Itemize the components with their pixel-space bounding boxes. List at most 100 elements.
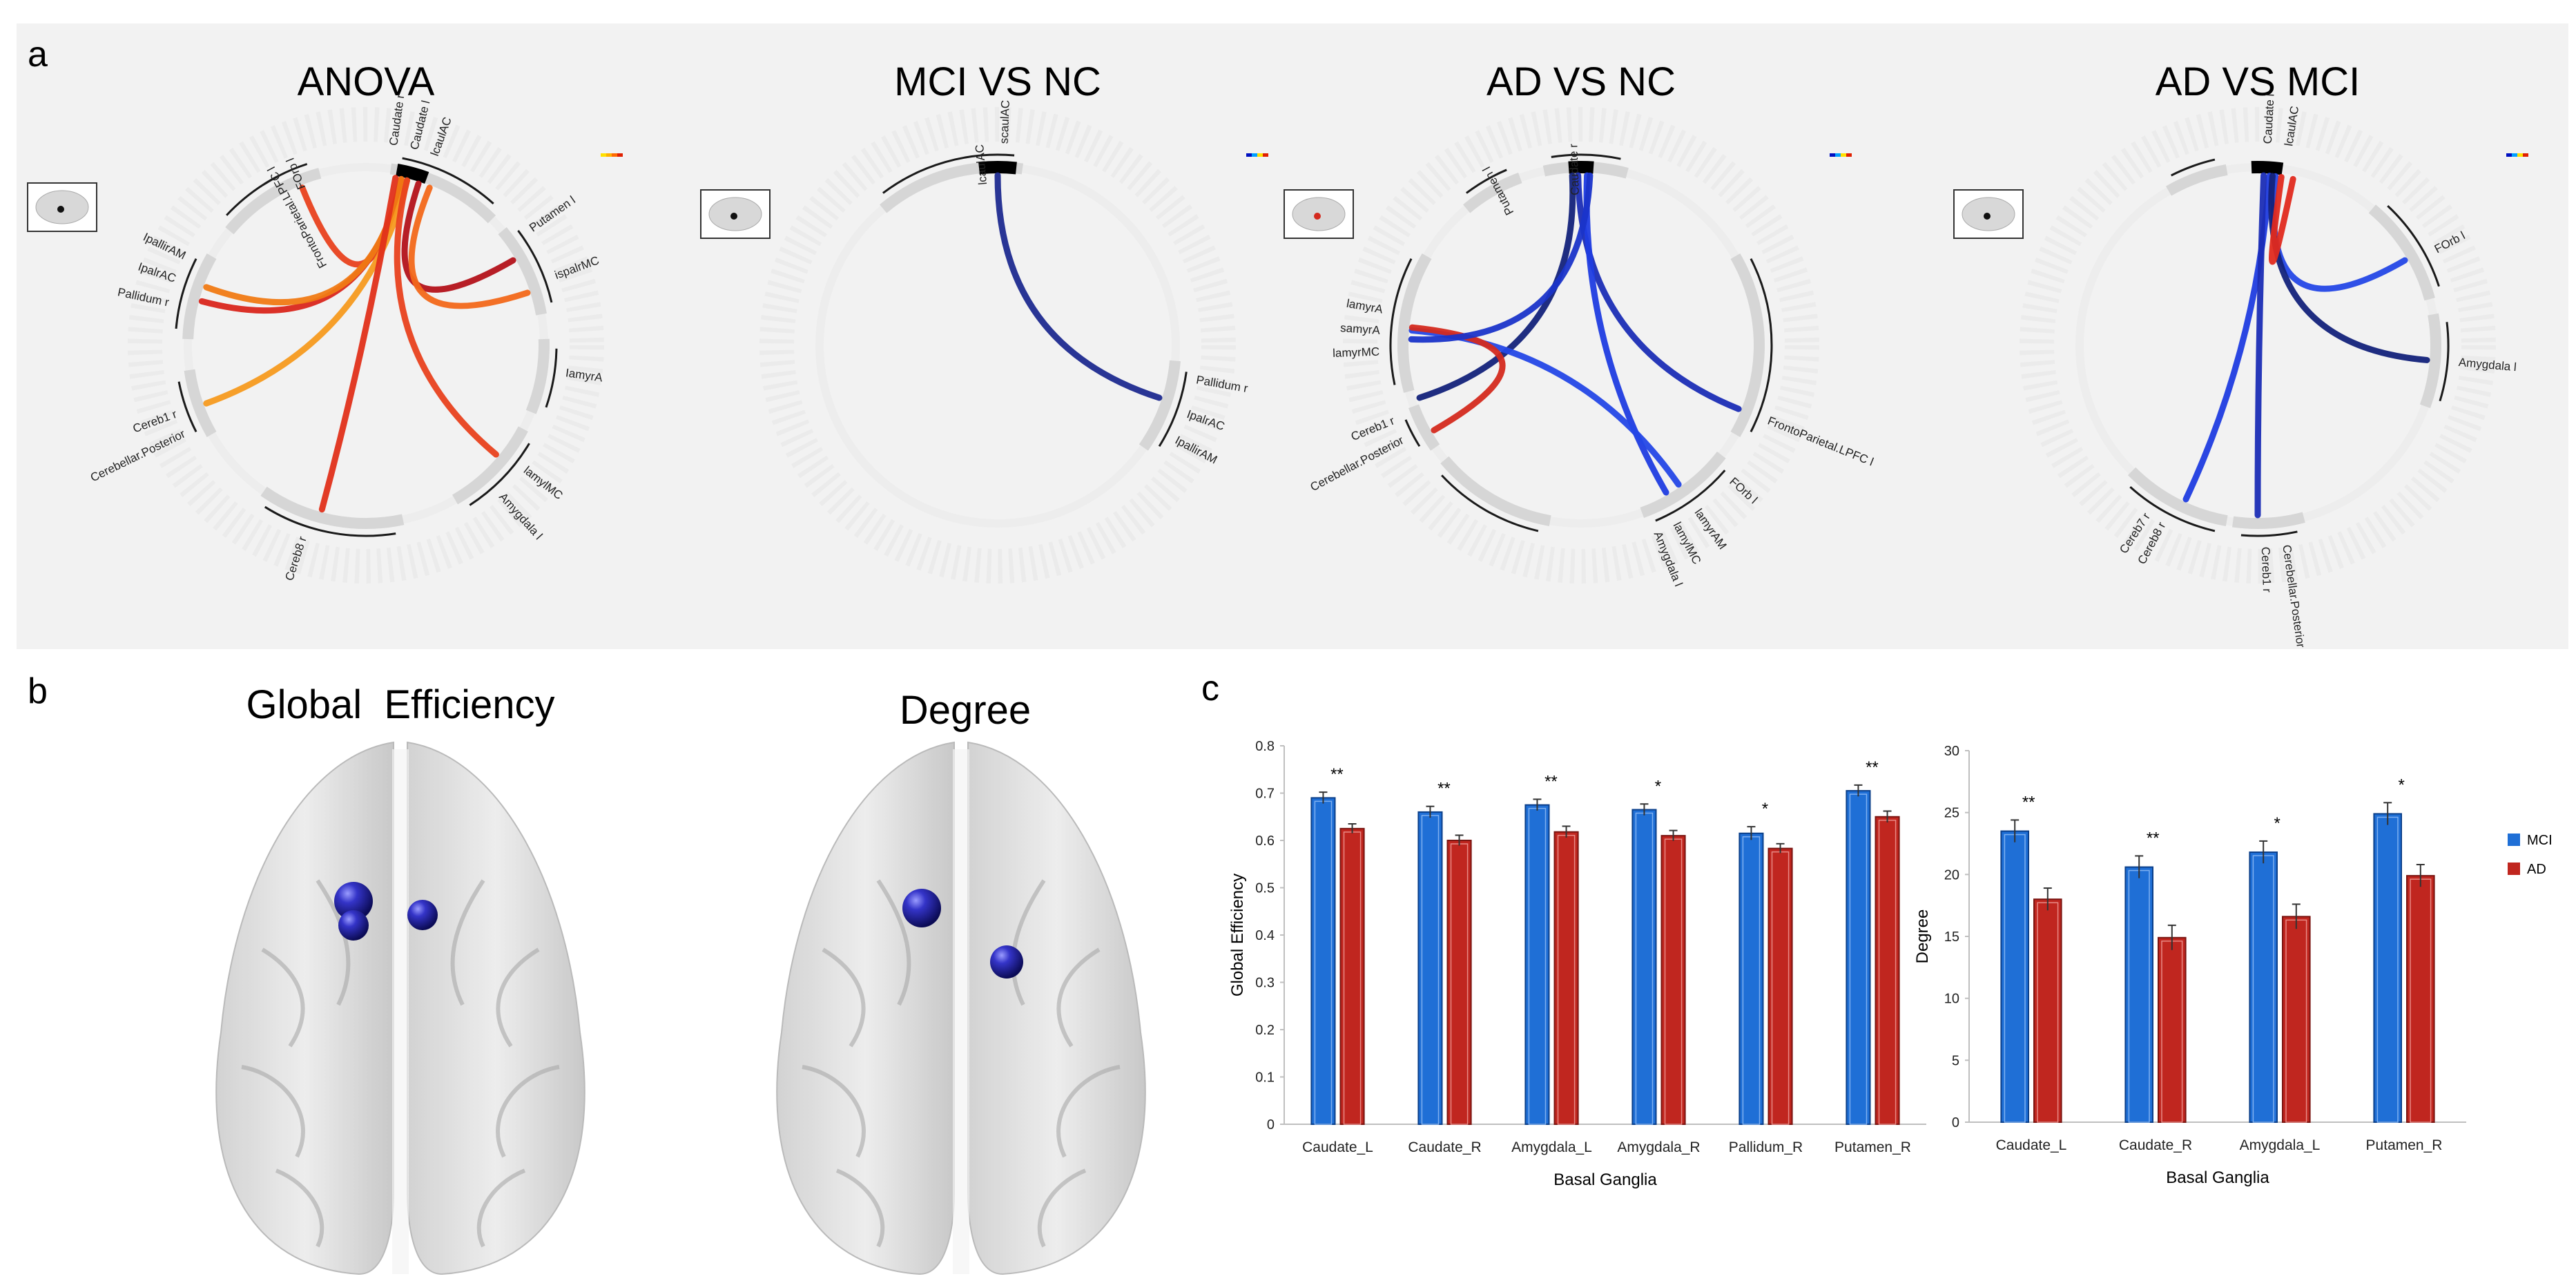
circos-bracket <box>1441 474 1539 532</box>
circos-ghost-ring <box>128 107 604 584</box>
y-tick-label: 0.5 <box>1255 881 1275 896</box>
brain-midline <box>392 749 409 1274</box>
significance-marker: * <box>2399 776 2405 794</box>
x-tick-label: Pallidum_R <box>1729 1139 1803 1155</box>
x-tick-label: Amygdala_L <box>1511 1139 1592 1155</box>
brain-thumbnail-dot <box>1984 213 1991 220</box>
significance-marker: ** <box>1330 765 1344 784</box>
circos-bracket <box>1158 372 1188 447</box>
circos-link <box>318 175 399 513</box>
circos-node-label: scaulAC <box>998 100 1012 144</box>
circos-ring-segment <box>1640 451 1726 518</box>
x-tick-label: Caudate_R <box>2119 1137 2192 1153</box>
circos-link <box>2254 172 2267 519</box>
significance-marker: ** <box>1866 758 1879 777</box>
circos-bracket <box>175 258 197 329</box>
circos-ring-segment <box>2231 512 2305 529</box>
y-tick-label: 5 <box>1952 1053 1959 1068</box>
significance-marker: ** <box>2147 829 2160 847</box>
y-tick-label: 0.1 <box>1255 1070 1275 1086</box>
panel-a-label: a <box>28 35 48 75</box>
significance-marker: * <box>1655 777 1661 796</box>
circos-bracket <box>882 153 1015 194</box>
brain-thumbnail-dot <box>1314 213 1321 220</box>
circos-ring-segment <box>452 426 528 505</box>
legend-swatch <box>2508 863 2520 875</box>
circos-ring-segment <box>225 178 293 235</box>
circos-bracket <box>2129 485 2216 532</box>
y-tick-label: 0 <box>1267 1117 1275 1133</box>
x-tick-label: Caudate_R <box>1408 1139 1481 1155</box>
brain-node-sphere <box>902 889 941 927</box>
circos-bracket <box>545 348 558 408</box>
brain-render-global-efficiency <box>215 741 585 1275</box>
significance-marker: ** <box>2022 793 2035 811</box>
circos-ring-segment <box>184 369 217 437</box>
circos-link <box>1408 324 1506 434</box>
brain-fold <box>496 1065 560 1158</box>
circos-bracket <box>517 229 553 303</box>
colorbar-swatch <box>1246 153 1252 157</box>
colorbar-swatch <box>612 153 617 157</box>
circos-node-label: Cereb1 r <box>2259 546 2274 593</box>
circos-node-label: samyrA <box>1340 321 1381 337</box>
colorbar-swatch <box>2517 153 2523 157</box>
bar-mci <box>2373 813 2402 1123</box>
circos-node-label: lamyrMC <box>1333 345 1380 360</box>
colorbar-swatch <box>606 153 612 157</box>
y-tick-label: 0 <box>1952 1115 1959 1130</box>
y-tick-label: 0.4 <box>1255 928 1275 943</box>
y-axis-label: Degree <box>1913 909 1932 964</box>
circos-bracket <box>2240 530 2298 537</box>
circos-ring-segment <box>260 486 405 529</box>
bar-mci <box>2249 851 2278 1123</box>
y-tick-label: 15 <box>1944 930 1959 945</box>
bar-ad <box>2282 916 2311 1123</box>
significance-marker: * <box>1762 800 1768 818</box>
circos-link <box>994 172 1163 401</box>
y-axis-label: Global Efficiency <box>1228 874 1247 996</box>
bar-ad <box>2406 875 2435 1124</box>
circos-ghost-ring <box>759 107 1236 584</box>
significance-marker: ** <box>1437 780 1451 798</box>
circos-bracket <box>177 381 197 432</box>
brain-fold <box>1056 1065 1121 1158</box>
x-axis-label: Basal Ganglia <box>2166 1168 2269 1187</box>
brain-fold <box>261 947 305 1048</box>
y-tick-label: 20 <box>1944 867 1959 883</box>
legend-label: MCI <box>2527 833 2553 848</box>
circos-ring-segment <box>1730 253 1765 437</box>
bar-chart-global-efficiency: 0 0.1 0.2 0.3 0.4 0.5 0.6 0.7 0.8 Global Efficien… <box>1228 739 1926 1189</box>
circos-bracket <box>264 505 396 537</box>
y-tick-label: 0.8 <box>1255 739 1275 754</box>
significance-marker: ** <box>1544 772 1558 791</box>
circos-bracket <box>2171 158 2216 177</box>
brain-fold <box>241 1065 305 1158</box>
circos-ring-segment <box>182 253 217 340</box>
circos-title: ANOVA <box>298 59 435 104</box>
circos-link <box>1416 172 1576 401</box>
circos-title: AD VS NC <box>1486 59 1676 104</box>
circos-ring-segment <box>1139 360 1181 451</box>
y-tick-label: 25 <box>1944 806 1959 821</box>
circos-ring-segment <box>525 338 550 414</box>
brain-left-hemisphere <box>776 741 955 1275</box>
circos-ring-segment <box>1397 253 1432 393</box>
brain-node-sphere <box>990 945 1023 979</box>
brain-right-hemisphere <box>967 741 1146 1275</box>
circos-bracket <box>1465 168 1507 194</box>
circos-link <box>203 177 411 407</box>
bar-ad <box>2158 936 2187 1123</box>
circos-link <box>2268 173 2430 363</box>
colorbar-swatch <box>1257 153 1263 157</box>
circos-bracket <box>1750 258 1773 432</box>
colorbar-swatch <box>601 153 606 157</box>
circos-node-label: Caudate l <box>2261 93 2277 144</box>
brain-fold <box>275 1168 325 1248</box>
bar-ad <box>2033 898 2062 1123</box>
circos-link <box>394 177 499 458</box>
brain-midline <box>953 749 969 1274</box>
